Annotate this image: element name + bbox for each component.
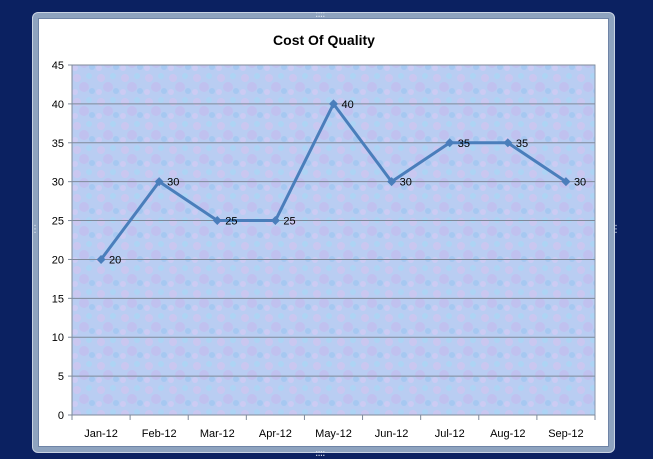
x-tick-label: Jul-12 xyxy=(435,428,465,440)
x-tick-label: Mar-12 xyxy=(200,428,235,440)
data-point-marker xyxy=(445,138,455,148)
right-resize-handle-icon[interactable]: ⋮ xyxy=(611,224,621,235)
chart-title: Cost Of Quality xyxy=(273,32,375,48)
x-tick-label: Apr-12 xyxy=(259,428,292,440)
data-label: 35 xyxy=(516,138,528,150)
series-1: 20 30 25 25 40 30 35 35 30 xyxy=(96,99,586,266)
x-tick-label: Jun-12 xyxy=(375,428,409,440)
data-point-marker xyxy=(329,99,338,109)
data-label: 30 xyxy=(574,177,586,189)
data-point-marker xyxy=(212,216,222,226)
y-tick-label: 35 xyxy=(52,138,64,150)
data-label: 25 xyxy=(283,216,295,228)
data-point-marker xyxy=(561,177,571,187)
data-label: 25 xyxy=(225,216,237,228)
y-tick-label: 20 xyxy=(52,254,64,266)
data-point-marker xyxy=(270,216,280,226)
y-tick-label: 40 xyxy=(52,99,64,111)
data-label: 35 xyxy=(458,138,470,150)
bottom-resize-handle-icon[interactable]: :::: xyxy=(315,448,326,459)
data-point-marker xyxy=(154,177,164,187)
x-tick-label: Aug-12 xyxy=(490,428,525,440)
data-point-marker xyxy=(96,254,106,264)
y-tick-label: 25 xyxy=(52,216,64,228)
y-tick-label: 30 xyxy=(52,177,64,189)
data-label: 30 xyxy=(400,177,412,189)
data-point-marker xyxy=(503,138,513,148)
left-resize-handle-icon[interactable]: ⋮ xyxy=(30,224,40,235)
x-tick-label: May-12 xyxy=(315,428,352,440)
data-label: 40 xyxy=(342,99,354,111)
x-tick-label: Jan-12 xyxy=(84,428,118,440)
y-tick-label: 45 xyxy=(52,60,64,72)
y-tick-label: 5 xyxy=(58,371,64,383)
x-tick-label: Feb-12 xyxy=(142,428,177,440)
y-tick-label: 0 xyxy=(58,410,64,422)
axes: 0 5 10 15 20 25 30 35 40 45 Jan-12 Feb-12 Mar-12 Apr-… xyxy=(52,60,596,440)
x-tick-label: Sep-12 xyxy=(548,428,583,440)
top-resize-handle-icon[interactable]: :::: xyxy=(315,9,326,20)
data-label: 30 xyxy=(167,177,179,189)
data-point-marker xyxy=(387,177,397,187)
data-label: 20 xyxy=(109,254,121,266)
plot-area xyxy=(71,64,596,416)
y-tick-label: 15 xyxy=(52,293,64,305)
y-tick-label: 10 xyxy=(52,332,64,344)
